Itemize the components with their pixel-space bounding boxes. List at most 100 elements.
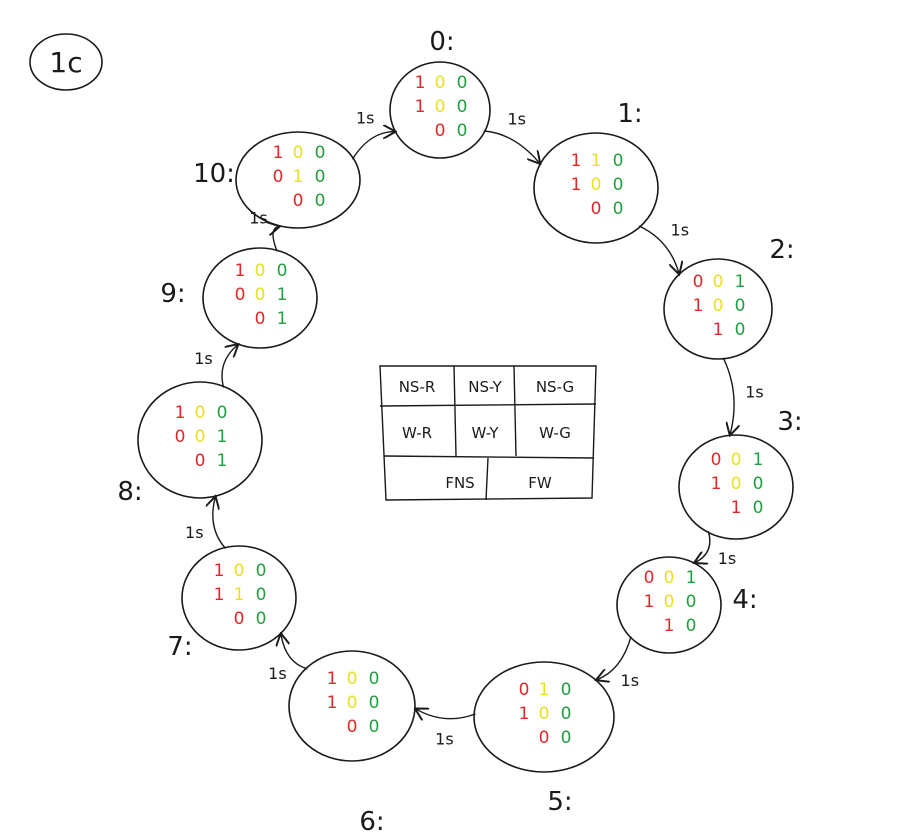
state-bit: 0 bbox=[255, 309, 266, 329]
transition-arrow bbox=[281, 635, 308, 670]
state-bit: 0 bbox=[686, 592, 697, 612]
legend-ns-green: NS-G bbox=[536, 378, 574, 396]
state-bit: 0 bbox=[561, 704, 572, 724]
transition-label: 1s bbox=[745, 382, 764, 401]
transition-label: 1s bbox=[356, 109, 375, 128]
transition-label: 1s bbox=[435, 730, 454, 749]
state-bit: 0 bbox=[613, 151, 624, 171]
legend-table: NS-R NS-Y NS-G W-R W-Y W-G FNS FW bbox=[379, 365, 597, 501]
state-bit: 1 bbox=[217, 451, 228, 471]
state-label: 1: bbox=[617, 99, 642, 129]
state-bit: 0 bbox=[435, 73, 446, 93]
transition-arrow bbox=[695, 531, 711, 562]
state-label: 2: bbox=[769, 235, 794, 265]
state-bit: 1 bbox=[175, 403, 186, 423]
state-node-5: 0 1 01 0 00 05: bbox=[473, 661, 615, 817]
state-bit: 0 bbox=[315, 191, 326, 211]
state-bit: 0 bbox=[347, 669, 358, 689]
legend-w-green: W-G bbox=[539, 424, 571, 442]
state-bit: 0 bbox=[195, 451, 206, 471]
state-bit: 0 bbox=[644, 568, 655, 588]
state-bit: 0 bbox=[195, 403, 206, 423]
state-nodes: 1 0 01 0 00 00:1 1 01 0 00 01:0 0 11 0 01 02:0 0 11 0 01 03:… bbox=[117, 27, 802, 837]
state-node-6: 1 0 01 0 00 06: bbox=[288, 650, 416, 837]
state-bit: 0 bbox=[347, 717, 358, 737]
state-bit: 0 bbox=[369, 717, 380, 737]
transition-label: 1s bbox=[268, 664, 287, 683]
state-bit: 0 bbox=[693, 272, 704, 292]
state-node-2: 0 0 11 0 01 02: bbox=[663, 235, 795, 360]
state-bit: 0 bbox=[277, 261, 288, 281]
state-bit: 0 bbox=[293, 143, 304, 163]
state-bit: 0 bbox=[293, 191, 304, 211]
transition-label: 1s bbox=[185, 523, 204, 542]
state-bit: 0 bbox=[753, 474, 764, 494]
state-node-0: 1 0 01 0 00 00: bbox=[389, 27, 491, 159]
state-circle bbox=[137, 381, 263, 499]
state-bit: 0 bbox=[255, 261, 266, 281]
state-bit: 1 bbox=[293, 167, 304, 187]
state-bit: 1 bbox=[234, 585, 245, 605]
diagram-tag: 1c bbox=[29, 33, 103, 91]
transition-arrow bbox=[483, 130, 540, 163]
state-circle bbox=[678, 434, 794, 540]
state-circle bbox=[288, 650, 416, 762]
legend-ns-red: NS-R bbox=[399, 378, 436, 396]
state-bit: 0 bbox=[256, 561, 267, 581]
state-bit: 0 bbox=[735, 320, 746, 340]
state-label: 4: bbox=[732, 585, 757, 615]
state-bit: 0 bbox=[539, 704, 550, 724]
state-bit: 0 bbox=[519, 680, 530, 700]
state-bit: 1 bbox=[539, 680, 550, 700]
state-bit: 1 bbox=[686, 568, 697, 588]
state-bit: 0 bbox=[613, 199, 624, 219]
transition-label: 1s bbox=[671, 221, 690, 240]
state-bit: 0 bbox=[234, 561, 245, 581]
transition-arrow bbox=[221, 345, 237, 388]
state-bit: 0 bbox=[735, 296, 746, 316]
state-bit: 0 bbox=[731, 450, 742, 470]
state-bit: 1 bbox=[693, 296, 704, 316]
state-bit: 1 bbox=[214, 561, 225, 581]
state-label: 6: bbox=[359, 807, 384, 837]
state-bit: 0 bbox=[255, 285, 266, 305]
state-bit: 0 bbox=[235, 285, 246, 305]
state-bit: 0 bbox=[686, 616, 697, 636]
state-bit: 0 bbox=[711, 450, 722, 470]
state-bit: 0 bbox=[664, 592, 675, 612]
state-circle bbox=[616, 556, 722, 654]
state-bit: 1 bbox=[735, 272, 746, 292]
state-bit: 0 bbox=[731, 474, 742, 494]
state-bit: 1 bbox=[277, 285, 288, 305]
state-circle bbox=[181, 545, 297, 651]
state-circle bbox=[473, 661, 615, 773]
state-bit: 0 bbox=[256, 609, 267, 629]
transition-arrow bbox=[416, 709, 476, 719]
state-bit: 0 bbox=[315, 167, 326, 187]
state-bit: 0 bbox=[613, 175, 624, 195]
state-label: 9: bbox=[160, 279, 185, 309]
legend-fw: FW bbox=[528, 474, 552, 492]
state-bit: 0 bbox=[217, 403, 228, 423]
transition-label: 1s bbox=[194, 349, 213, 368]
state-node-9: 1 0 00 0 10 19: bbox=[160, 247, 318, 349]
transition-arrow bbox=[597, 636, 632, 679]
state-node-1: 1 1 01 0 00 01: bbox=[533, 99, 659, 244]
legend-w-red: W-R bbox=[402, 424, 432, 442]
state-bit: 1 bbox=[571, 175, 582, 195]
state-node-10: 1 0 00 1 00 010: bbox=[193, 131, 361, 229]
state-circle bbox=[389, 61, 491, 159]
state-bit: 0 bbox=[539, 728, 550, 748]
state-bit: 0 bbox=[713, 296, 724, 316]
state-bit: 1 bbox=[217, 427, 228, 447]
state-circle bbox=[235, 131, 361, 229]
legend-fns: FNS bbox=[445, 474, 474, 492]
state-label: 3: bbox=[777, 407, 802, 437]
transition-arrow bbox=[273, 227, 279, 252]
state-bit: 0 bbox=[457, 121, 468, 141]
state-bit: 1 bbox=[731, 498, 742, 518]
state-bit: 0 bbox=[234, 609, 245, 629]
state-bit: 1 bbox=[664, 616, 675, 636]
